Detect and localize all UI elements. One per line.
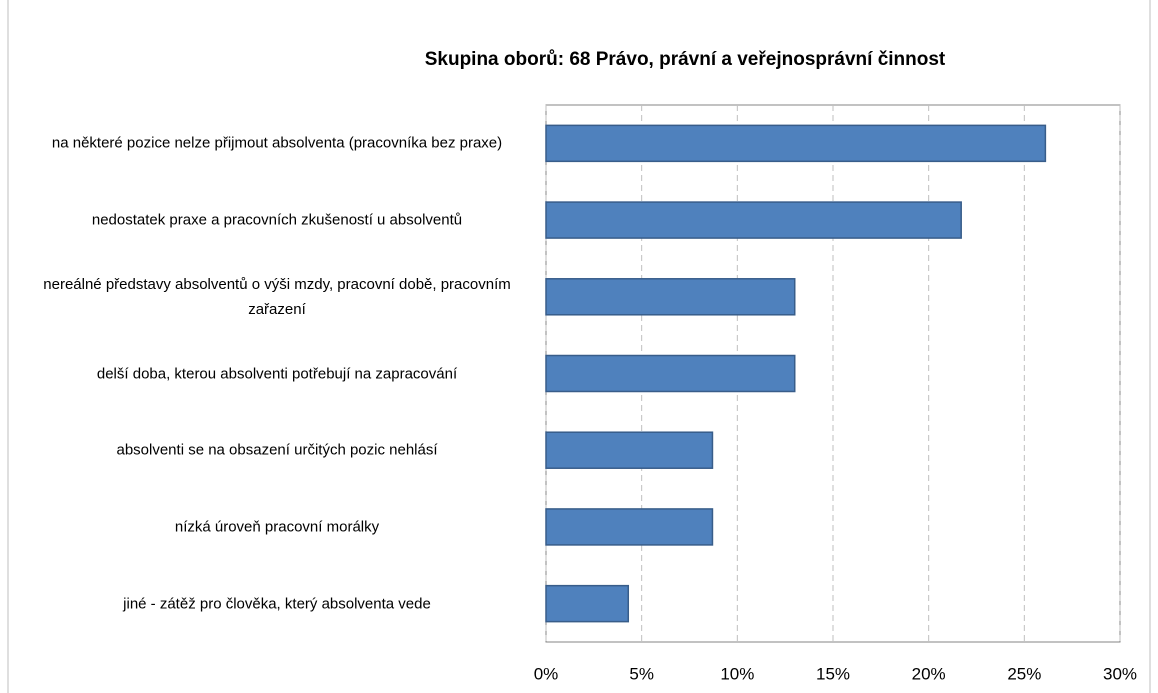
chart-frame <box>7 0 1151 693</box>
bar <box>545 278 796 316</box>
y-tick-label: na některé pozice nelze přijmout absolve… <box>51 134 503 152</box>
y-tick-label: absolventi se na obsazení určitých pozic… <box>116 441 438 459</box>
bar <box>545 431 714 469</box>
bar <box>545 201 962 239</box>
x-tick-label: 25% <box>1007 664 1041 683</box>
y-tick-label: nedostatek praxe a pracovních zkušeností… <box>91 211 463 229</box>
y-tick-label: delší doba, kterou absolventi potřebují … <box>96 365 458 382</box>
x-tick-label: 0% <box>534 664 559 683</box>
x-tick-label: 20% <box>912 664 946 683</box>
x-tick-label: 30% <box>1103 664 1137 683</box>
bar <box>545 124 1047 163</box>
y-tick-label: nízká úroveň pracovní morálky <box>174 518 380 536</box>
y-tick-label: nereálné představy absolventů o výši mzd… <box>43 275 511 318</box>
y-tick-label: jiné - zátěž pro člověka, který absolven… <box>123 595 431 613</box>
x-tick-label: 10% <box>720 664 754 683</box>
chart-title: Skupina oborů: 68 Právo, právní a veřejn… <box>425 49 946 70</box>
x-tick-label: 15% <box>816 664 850 683</box>
x-tick-label: 5% <box>629 664 654 683</box>
bar <box>545 508 714 546</box>
bar <box>545 584 630 623</box>
bar <box>545 354 796 393</box>
